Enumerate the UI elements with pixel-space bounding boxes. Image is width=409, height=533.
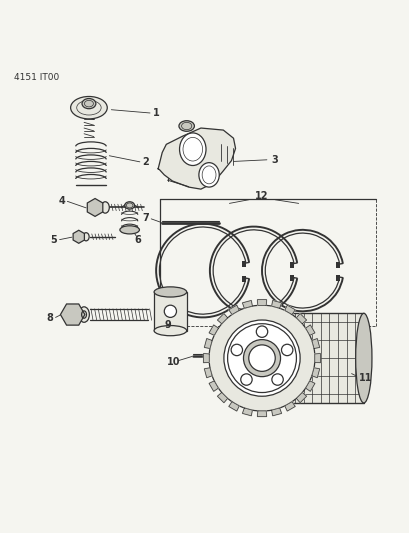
Text: 12: 12	[255, 191, 268, 201]
Text: 1: 1	[153, 108, 159, 118]
Circle shape	[164, 305, 176, 318]
Text: 10: 10	[166, 357, 180, 367]
Ellipse shape	[83, 233, 89, 241]
Polygon shape	[203, 353, 209, 363]
Polygon shape	[284, 402, 294, 411]
Ellipse shape	[82, 99, 96, 109]
Polygon shape	[271, 301, 281, 308]
Ellipse shape	[179, 133, 205, 166]
Text: 3: 3	[271, 155, 278, 165]
Bar	[242, 276, 246, 282]
Ellipse shape	[154, 326, 186, 336]
Text: 4: 4	[59, 196, 66, 206]
Bar	[286, 313, 363, 403]
Polygon shape	[217, 392, 227, 403]
Polygon shape	[217, 313, 227, 324]
Ellipse shape	[178, 120, 194, 131]
Circle shape	[248, 345, 274, 372]
Ellipse shape	[70, 96, 107, 119]
Polygon shape	[158, 128, 235, 189]
Polygon shape	[296, 313, 306, 324]
Circle shape	[281, 344, 292, 356]
Polygon shape	[311, 338, 319, 349]
Polygon shape	[305, 381, 314, 391]
Circle shape	[243, 340, 280, 377]
Polygon shape	[242, 408, 252, 416]
Circle shape	[256, 326, 267, 337]
Polygon shape	[204, 368, 211, 378]
Bar	[242, 261, 246, 268]
Circle shape	[240, 374, 252, 385]
Polygon shape	[228, 305, 238, 314]
Text: 4151 IT00: 4151 IT00	[13, 73, 59, 82]
Polygon shape	[228, 402, 238, 411]
Circle shape	[271, 374, 283, 385]
Text: 7: 7	[142, 213, 149, 223]
Text: 2: 2	[142, 157, 149, 167]
Bar	[335, 262, 339, 269]
Circle shape	[223, 320, 299, 396]
Ellipse shape	[154, 287, 186, 297]
Polygon shape	[284, 305, 294, 314]
Ellipse shape	[119, 226, 139, 234]
Bar	[290, 276, 294, 281]
Text: 9: 9	[164, 320, 171, 330]
Circle shape	[209, 305, 314, 411]
Ellipse shape	[198, 163, 219, 187]
Polygon shape	[257, 300, 266, 305]
Circle shape	[231, 344, 242, 356]
Polygon shape	[209, 325, 218, 335]
Text: 8: 8	[47, 313, 54, 323]
Bar	[154, 292, 186, 330]
Text: 6: 6	[134, 235, 141, 245]
Ellipse shape	[355, 313, 371, 403]
Polygon shape	[271, 408, 281, 416]
Polygon shape	[242, 301, 252, 308]
Ellipse shape	[101, 202, 109, 213]
Polygon shape	[314, 353, 320, 363]
Polygon shape	[305, 325, 314, 335]
Polygon shape	[311, 368, 319, 378]
Text: 11: 11	[358, 374, 372, 383]
Bar	[335, 274, 339, 281]
Text: 5: 5	[50, 236, 57, 245]
Polygon shape	[209, 381, 218, 391]
Bar	[290, 262, 294, 268]
Ellipse shape	[124, 202, 134, 209]
Polygon shape	[296, 392, 306, 403]
Ellipse shape	[79, 307, 89, 322]
Polygon shape	[204, 338, 211, 349]
Polygon shape	[257, 411, 266, 417]
